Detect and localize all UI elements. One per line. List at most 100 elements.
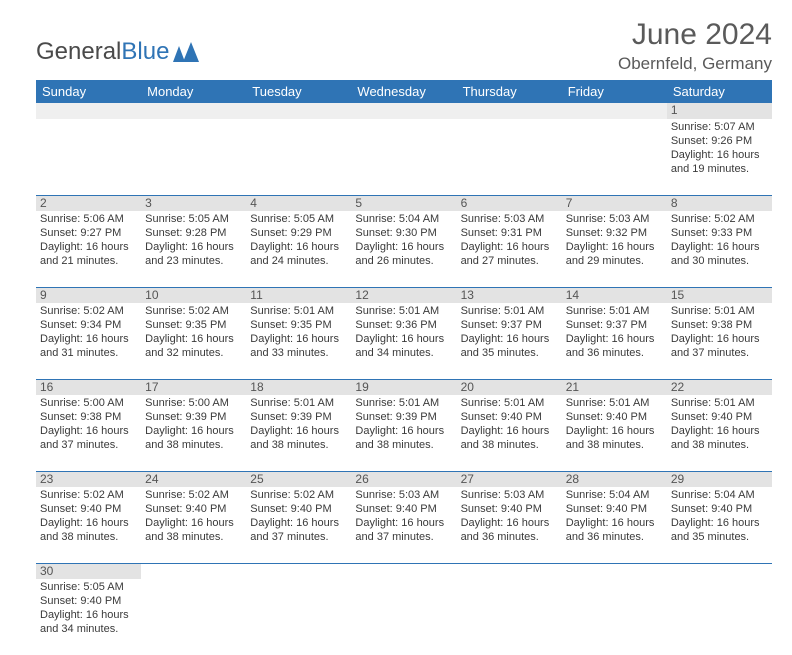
day-number: 8 xyxy=(671,196,678,210)
daynum-cell: 20 xyxy=(457,379,562,395)
daynum-cell: 12 xyxy=(351,287,456,303)
day-number: 1 xyxy=(671,103,678,117)
sunrise-text: Sunrise: 5:00 AM xyxy=(40,396,137,410)
sunset-text: Sunset: 9:32 PM xyxy=(566,226,663,240)
day-cell: Sunrise: 5:05 AMSunset: 9:40 PMDaylight:… xyxy=(36,579,141,655)
day-number: 28 xyxy=(566,472,579,486)
day-number: 6 xyxy=(461,196,468,210)
sunset-text: Sunset: 9:35 PM xyxy=(145,318,242,332)
daynum-row: 23242526272829 xyxy=(36,471,772,487)
day-number: 17 xyxy=(145,380,158,394)
day-cell: Sunrise: 5:03 AMSunset: 9:40 PMDaylight:… xyxy=(457,487,562,563)
sunset-text: Sunset: 9:40 PM xyxy=(145,502,242,516)
page-title: June 2024 xyxy=(618,18,772,52)
sunset-text: Sunset: 9:40 PM xyxy=(671,502,768,516)
day-cell: Sunrise: 5:02 AMSunset: 9:35 PMDaylight:… xyxy=(141,303,246,379)
daynum-cell: 24 xyxy=(141,471,246,487)
daylight-text: Daylight: 16 hours and 38 minutes. xyxy=(461,424,558,452)
daynum-cell: 13 xyxy=(457,287,562,303)
day-number: 14 xyxy=(566,288,579,302)
day-cell: Sunrise: 5:01 AMSunset: 9:37 PMDaylight:… xyxy=(457,303,562,379)
day-cell: Sunrise: 5:01 AMSunset: 9:38 PMDaylight:… xyxy=(667,303,772,379)
day-cell: Sunrise: 5:02 AMSunset: 9:40 PMDaylight:… xyxy=(141,487,246,563)
daynum-row: 16171819202122 xyxy=(36,379,772,395)
content-row: Sunrise: 5:06 AMSunset: 9:27 PMDaylight:… xyxy=(36,211,772,287)
day-cell: Sunrise: 5:01 AMSunset: 9:40 PMDaylight:… xyxy=(562,395,667,471)
sunset-text: Sunset: 9:37 PM xyxy=(461,318,558,332)
day-cell: Sunrise: 5:04 AMSunset: 9:40 PMDaylight:… xyxy=(562,487,667,563)
day-cell xyxy=(141,579,246,655)
day-cell: Sunrise: 5:00 AMSunset: 9:38 PMDaylight:… xyxy=(36,395,141,471)
sunrise-text: Sunrise: 5:03 AM xyxy=(566,212,663,226)
day-number: 22 xyxy=(671,380,684,394)
sunrise-text: Sunrise: 5:07 AM xyxy=(671,120,768,134)
daylight-text: Daylight: 16 hours and 38 minutes. xyxy=(145,516,242,544)
sunset-text: Sunset: 9:31 PM xyxy=(461,226,558,240)
calendar-page: GeneralBlue June 2024 Obernfeld, Germany… xyxy=(0,0,792,655)
sunset-text: Sunset: 9:40 PM xyxy=(355,502,452,516)
day-cell: Sunrise: 5:02 AMSunset: 9:34 PMDaylight:… xyxy=(36,303,141,379)
daynum-cell: 3 xyxy=(141,195,246,211)
header: GeneralBlue June 2024 Obernfeld, Germany xyxy=(36,18,772,74)
daynum-cell xyxy=(351,563,456,579)
sunset-text: Sunset: 9:26 PM xyxy=(671,134,768,148)
sunrise-text: Sunrise: 5:02 AM xyxy=(250,488,347,502)
sunrise-text: Sunrise: 5:03 AM xyxy=(355,488,452,502)
sunrise-text: Sunrise: 5:01 AM xyxy=(671,304,768,318)
daynum-cell xyxy=(457,103,562,119)
daylight-text: Daylight: 16 hours and 38 minutes. xyxy=(250,424,347,452)
daylight-text: Daylight: 16 hours and 38 minutes. xyxy=(566,424,663,452)
sunrise-text: Sunrise: 5:02 AM xyxy=(40,488,137,502)
daynum-cell xyxy=(36,103,141,119)
day-cell xyxy=(36,119,141,195)
sunset-text: Sunset: 9:33 PM xyxy=(671,226,768,240)
weekday-header: Wednesday xyxy=(351,80,456,103)
day-number: 24 xyxy=(145,472,158,486)
daynum-cell xyxy=(141,103,246,119)
day-cell: Sunrise: 5:05 AMSunset: 9:29 PMDaylight:… xyxy=(246,211,351,287)
sunrise-text: Sunrise: 5:05 AM xyxy=(250,212,347,226)
day-cell xyxy=(351,119,456,195)
daynum-row: 1 xyxy=(36,103,772,119)
daylight-text: Daylight: 16 hours and 33 minutes. xyxy=(250,332,347,360)
sunrise-text: Sunrise: 5:02 AM xyxy=(145,304,242,318)
day-cell: Sunrise: 5:04 AMSunset: 9:30 PMDaylight:… xyxy=(351,211,456,287)
day-cell xyxy=(246,579,351,655)
day-number: 26 xyxy=(355,472,368,486)
daylight-text: Daylight: 16 hours and 36 minutes. xyxy=(461,516,558,544)
sunset-text: Sunset: 9:38 PM xyxy=(40,410,137,424)
day-number: 16 xyxy=(40,380,53,394)
day-cell: Sunrise: 5:03 AMSunset: 9:40 PMDaylight:… xyxy=(351,487,456,563)
daynum-cell: 8 xyxy=(667,195,772,211)
daynum-cell: 6 xyxy=(457,195,562,211)
day-cell xyxy=(141,119,246,195)
sunrise-text: Sunrise: 5:01 AM xyxy=(566,396,663,410)
daynum-cell: 28 xyxy=(562,471,667,487)
daynum-cell xyxy=(141,563,246,579)
daylight-text: Daylight: 16 hours and 34 minutes. xyxy=(40,608,137,636)
sunrise-text: Sunrise: 5:01 AM xyxy=(461,304,558,318)
daylight-text: Daylight: 16 hours and 30 minutes. xyxy=(671,240,768,268)
daynum-cell: 9 xyxy=(36,287,141,303)
sunrise-text: Sunrise: 5:06 AM xyxy=(40,212,137,226)
sunset-text: Sunset: 9:34 PM xyxy=(40,318,137,332)
daynum-cell xyxy=(351,103,456,119)
day-number: 10 xyxy=(145,288,158,302)
day-number: 9 xyxy=(40,288,47,302)
daylight-text: Daylight: 16 hours and 38 minutes. xyxy=(145,424,242,452)
day-cell xyxy=(246,119,351,195)
sunset-text: Sunset: 9:35 PM xyxy=(250,318,347,332)
weekday-header: Sunday xyxy=(36,80,141,103)
day-cell: Sunrise: 5:01 AMSunset: 9:39 PMDaylight:… xyxy=(246,395,351,471)
daynum-cell: 17 xyxy=(141,379,246,395)
day-cell: Sunrise: 5:01 AMSunset: 9:35 PMDaylight:… xyxy=(246,303,351,379)
daynum-cell xyxy=(246,103,351,119)
location: Obernfeld, Germany xyxy=(618,54,772,74)
day-cell: Sunrise: 5:03 AMSunset: 9:31 PMDaylight:… xyxy=(457,211,562,287)
day-number: 18 xyxy=(250,380,263,394)
daylight-text: Daylight: 16 hours and 27 minutes. xyxy=(461,240,558,268)
content-row: Sunrise: 5:02 AMSunset: 9:40 PMDaylight:… xyxy=(36,487,772,563)
daylight-text: Daylight: 16 hours and 23 minutes. xyxy=(145,240,242,268)
daynum-row: 9101112131415 xyxy=(36,287,772,303)
content-row: Sunrise: 5:07 AMSunset: 9:26 PMDaylight:… xyxy=(36,119,772,195)
